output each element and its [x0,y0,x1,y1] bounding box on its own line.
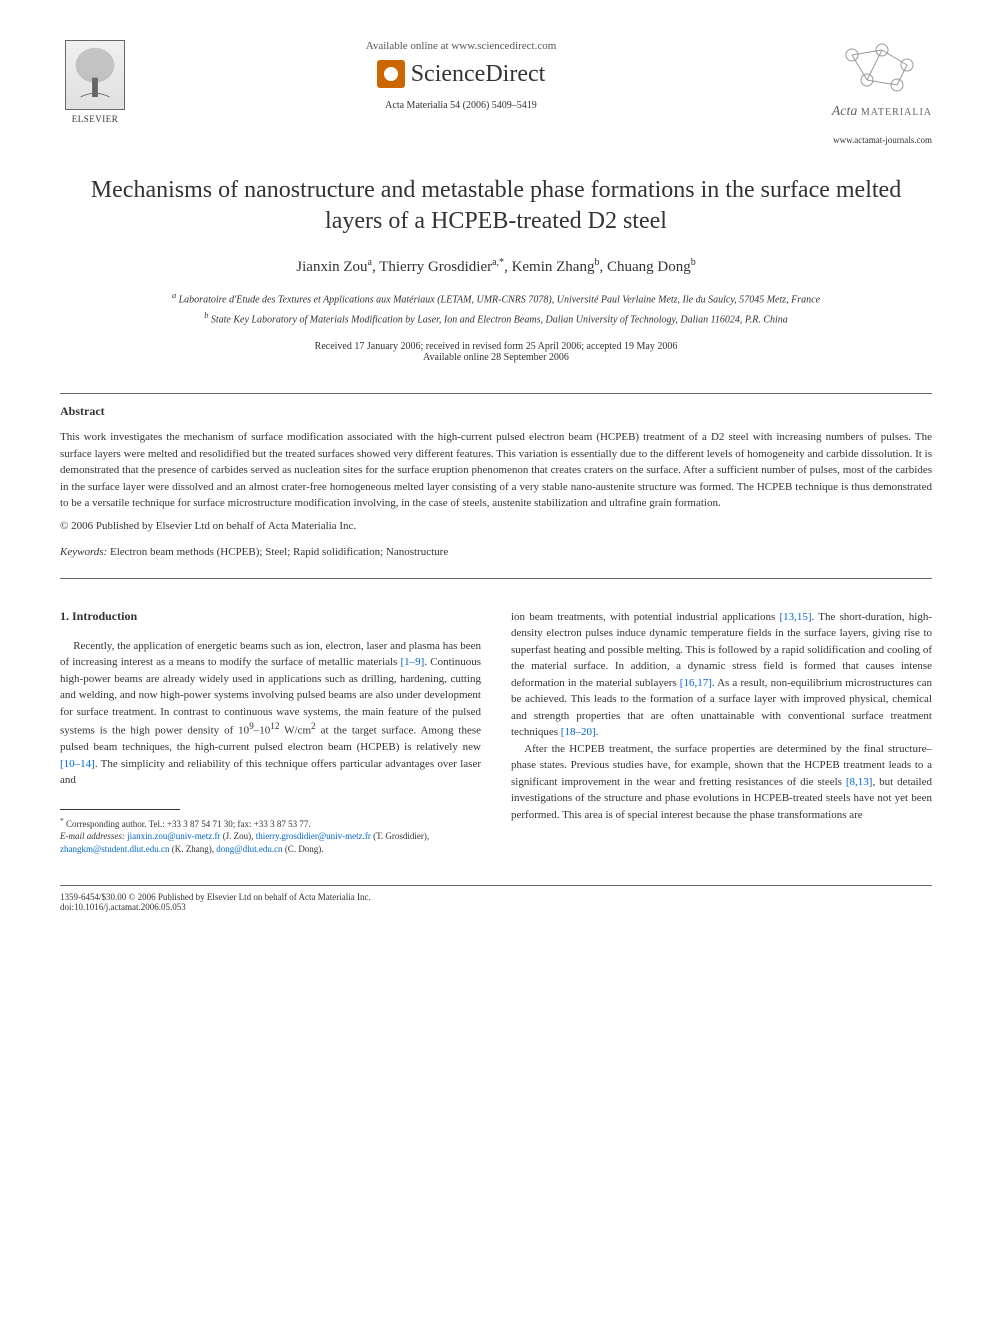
abstract-text: This work investigates the mechanism of … [60,429,932,512]
email-link[interactable]: jianxin.zou@univ-metz.fr [127,831,220,841]
ref-link[interactable]: [8,13] [846,776,873,788]
author-1-sup: a [368,257,372,268]
affiliations: a Laboratoire d'Etude des Textures et Ap… [60,290,932,327]
corresponding-author: * Corresponding author. Tel.: +33 3 87 5… [60,816,481,831]
ref-link[interactable]: [10–14] [60,758,95,770]
sciencedirect-logo: ScienceDirect [130,60,792,88]
intro-body-right: ion beam treatments, with potential indu… [511,609,932,824]
sciencedirect-icon [377,60,405,88]
center-header: Available online at www.sciencedirect.co… [130,40,792,111]
acta-graphic-icon [832,40,932,100]
footnote: * Corresponding author. Tel.: +33 3 87 5… [60,816,481,856]
abstract-heading: Abstract [60,404,932,419]
available-online-text: Available online at www.sciencedirect.co… [130,40,792,52]
intro-heading: 1. Introduction [60,609,481,624]
affiliation-a: a Laboratoire d'Etude des Textures et Ap… [60,290,932,307]
keywords: Keywords: Electron beam methods (HCPEB);… [60,546,932,558]
ref-link[interactable]: [18–20] [561,726,596,738]
received-date: Received 17 January 2006; received in re… [60,341,932,352]
ref-link[interactable]: [13,15] [779,611,811,623]
sciencedirect-text: ScienceDirect [411,61,546,88]
footer: 1359-6454/$30.00 © 2006 Published by Els… [60,885,932,912]
affiliation-b: b State Key Laboratory of Materials Modi… [60,310,932,327]
paper-title: Mechanisms of nanostructure and metastab… [60,175,932,237]
acta-word: Acta [832,104,858,119]
online-date: Available online 28 September 2006 [60,352,932,363]
elsevier-tree-icon [65,40,125,110]
divider [60,578,932,579]
email-link[interactable]: thierry.grosdidier@univ-metz.fr [256,831,371,841]
footer-doi: doi:10.1016/j.actamat.2006.05.053 [60,902,932,912]
acta-logo: Acta MATERIALIA www.actamat-journals.com [792,40,932,145]
abstract-copyright: © 2006 Published by Elsevier Ltd on beha… [60,520,932,532]
two-column-body: 1. Introduction Recently, the applicatio… [60,609,932,856]
dates: Received 17 January 2006; received in re… [60,341,932,363]
author-2-sup: a,* [492,257,504,268]
email-link[interactable]: dong@dlut.edu.cn [216,844,282,854]
elsevier-logo: ELSEVIER [60,40,130,124]
footnote-divider [60,809,180,810]
header-row: ELSEVIER Available online at www.science… [60,40,932,145]
divider [60,393,932,394]
author-1: Jianxin Zou [296,259,367,275]
footer-copyright: 1359-6454/$30.00 © 2006 Published by Els… [60,892,932,902]
materialia-word: MATERIALIA [861,107,932,118]
author-3: Kemin Zhang [512,259,595,275]
keywords-label: Keywords: [60,546,107,558]
journal-url: www.actamat-journals.com [792,135,932,145]
right-column: ion beam treatments, with potential indu… [511,609,932,856]
email-link[interactable]: zhangkm@student.dlut.edu.cn [60,844,170,854]
author-3-sup: b [594,257,599,268]
email-addresses: E-mail addresses: jianxin.zou@univ-metz.… [60,830,481,855]
elsevier-label: ELSEVIER [72,114,119,124]
ref-link[interactable]: [1–9] [401,656,425,668]
intro-body-left: Recently, the application of energetic b… [60,638,481,789]
author-2: Thierry Grosdidier [379,259,492,275]
acta-journal-title: Acta MATERIALIA [792,104,932,120]
authors-line: Jianxin Zoua, Thierry Grosdidiera,*, Kem… [60,257,932,276]
ref-link[interactable]: [16,17] [680,677,712,689]
author-4: Chuang Dong [607,259,691,275]
keywords-text: Electron beam methods (HCPEB); Steel; Ra… [110,546,448,558]
journal-reference: Acta Materialia 54 (2006) 5409–5419 [130,100,792,111]
author-4-sup: b [691,257,696,268]
left-column: 1. Introduction Recently, the applicatio… [60,609,481,856]
footer-divider [60,885,932,886]
